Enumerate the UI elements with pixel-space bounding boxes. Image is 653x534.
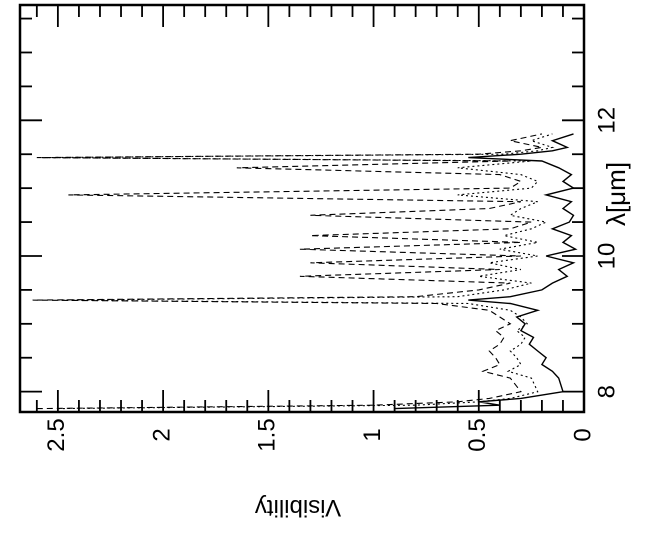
series-solid-line	[394, 133, 578, 410]
visibility-tick-label: 1	[359, 428, 386, 441]
plot-frame	[18, 3, 586, 414]
wavelength-tick-label: 8	[593, 385, 620, 398]
wavelength-tick-label: 10	[593, 243, 620, 270]
series-layer	[32, 133, 578, 410]
x-axis-label: λ[μm]	[601, 162, 631, 226]
series-dotted-line	[40, 133, 555, 410]
visibility-tick-label: 0.5	[464, 418, 491, 451]
visibility-tick-label: 0	[569, 428, 596, 441]
y-axis-label: Visibility	[255, 494, 341, 521]
visibility-tick-label: 1.5	[254, 418, 281, 451]
visibility-tick-label: 2	[148, 428, 175, 441]
tick-label-layer: 0 0.5 1 1.5 2 2.5 8 10 12	[43, 107, 620, 452]
series-dashed-line	[32, 133, 543, 410]
visibility-tick-label: 2.5	[43, 418, 70, 451]
wavelength-tick-label: 12	[593, 107, 620, 134]
tick-layer	[20, 5, 584, 412]
